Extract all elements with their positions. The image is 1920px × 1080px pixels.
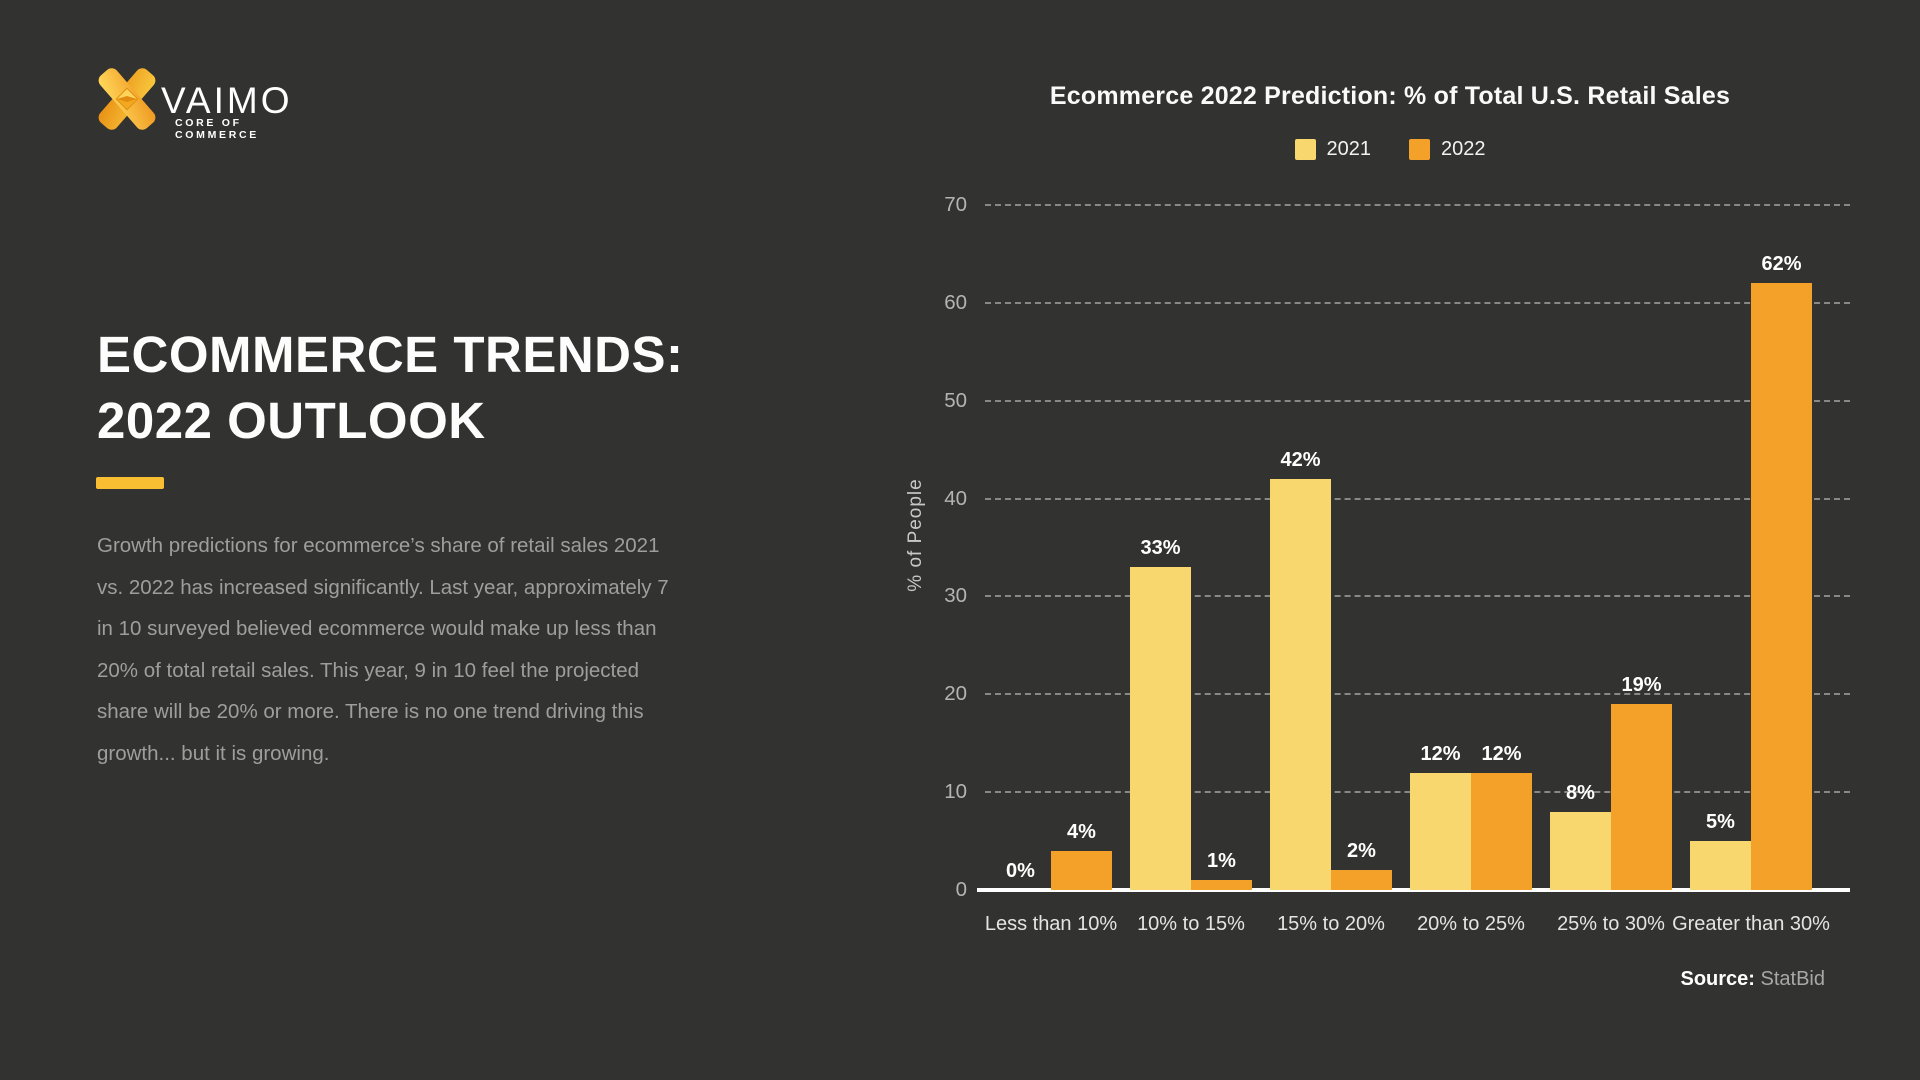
paragraph-line: in 10 surveyed believed ecommerce would …	[97, 617, 657, 640]
bar-2022-2	[1191, 880, 1252, 890]
chart-legend: 2021 2022	[950, 138, 1830, 161]
page-title-line2: 2022 OUTLOOK	[97, 392, 486, 449]
paragraph-line: share will be 20% or more. There is no o…	[97, 700, 644, 723]
bar-value-label-2022-2: 1%	[1207, 850, 1236, 873]
y-tick-label-0: 0	[955, 878, 967, 901]
gridline-50	[985, 399, 1850, 402]
bar-value-label-2022-5: 19%	[1621, 674, 1662, 697]
legend-swatch-2021	[1294, 139, 1316, 160]
title-underline-accent	[96, 477, 164, 489]
bar-value-label-2021-6: 5%	[1706, 811, 1735, 834]
y-tick-label-60: 60	[944, 290, 967, 314]
source-note: Source: StatBid	[1680, 968, 1825, 991]
y-tick-label-40: 40	[944, 486, 967, 510]
bar-2021-5	[1550, 811, 1611, 890]
legend-label-2022: 2022	[1441, 138, 1486, 160]
bar-2021-6	[1690, 841, 1751, 890]
bar-value-label-2021-4: 12%	[1420, 742, 1461, 765]
x-category-label-1: Less than 10%	[984, 913, 1118, 935]
bar-2021-4	[1410, 772, 1471, 890]
logo-tagline: CORE OF COMMERCE	[175, 117, 260, 141]
bar-value-label-2021-3: 42%	[1280, 449, 1321, 471]
intro-paragraph: Growth predictions for ecommerce’s share…	[97, 525, 717, 774]
gridline-70	[985, 204, 1850, 206]
paragraph-line: growth... but it is growing.	[97, 741, 330, 765]
y-tick-label-70: 70	[944, 193, 967, 216]
plot-area: % of People 0 10 20 30 40 50 60 70 0% 4% Less than…	[905, 193, 1850, 935]
bar-value-label-2022-1: 4%	[1067, 820, 1096, 843]
paragraph-line: 20% of total retail sales. This year, 9 …	[97, 658, 640, 682]
bar-2021-2	[1130, 567, 1191, 890]
source-value-text: StatBid	[1760, 968, 1825, 990]
x-category-label-2: 10% to 15%	[1137, 913, 1245, 935]
x-category-label-6: Greater than 30%	[1672, 913, 1830, 935]
bar-value-label-2021-5: 8%	[1566, 781, 1595, 804]
x-category-label-5: 25% to 30%	[1557, 913, 1665, 935]
bar-value-label-2022-3: 2%	[1347, 840, 1376, 863]
y-tick-label-20: 20	[944, 682, 967, 706]
legend-item-2022: 2022	[1409, 138, 1486, 161]
legend-swatch-2022	[1409, 139, 1430, 160]
bar-value-label-2022-6: 62%	[1761, 253, 1802, 276]
bar-2022-3	[1331, 870, 1392, 890]
bar-value-label-2021-2: 33%	[1140, 537, 1181, 560]
bar-2022-4	[1471, 772, 1532, 890]
legend-label-2021: 2021	[1326, 138, 1372, 160]
vaimo-x-icon	[98, 68, 156, 130]
bar-value-label-2022-4: 12%	[1481, 742, 1522, 765]
vaimo-logo: VAIMO CORE OF COMMERCE	[95, 64, 315, 141]
x-category-label-4: 20% to 25%	[1417, 913, 1525, 935]
y-tick-label-50: 50	[944, 388, 967, 412]
gridline-40	[985, 497, 1850, 500]
chart-title: Ecommerce 2022 Prediction: % of Total U.…	[1049, 82, 1731, 110]
source-label: Source:	[1680, 968, 1755, 990]
paragraph-line: vs. 2022 has increased significantly. La…	[97, 575, 669, 599]
gridline-30	[985, 595, 1850, 598]
page-title: ECOMMERCE TRENDS: 2022 OUTLOOK	[97, 322, 684, 454]
bar-2022-6	[1751, 283, 1812, 890]
page-title-line1: ECOMMERCE TRENDS:	[97, 326, 684, 383]
bar-2022-1	[1051, 850, 1112, 890]
gridline-60	[985, 301, 1850, 304]
bar-2021-3	[1270, 479, 1331, 890]
x-category-label-3: 15% to 20%	[1277, 913, 1385, 935]
legend-item-2021: 2021	[1294, 138, 1372, 161]
bar-value-label-2021-1: 0%	[1006, 860, 1035, 882]
paragraph-line: Growth predictions for ecommerce’s share…	[97, 534, 660, 557]
x-axis-baseline	[977, 888, 1850, 892]
gridline-20	[985, 693, 1850, 696]
y-tick-label-30: 30	[944, 584, 967, 608]
y-axis-title: % of People	[905, 478, 926, 592]
bar-2022-5	[1611, 704, 1672, 890]
y-tick-label-10: 10	[944, 780, 967, 804]
logo-wordmark: VAIMO	[161, 80, 293, 121]
